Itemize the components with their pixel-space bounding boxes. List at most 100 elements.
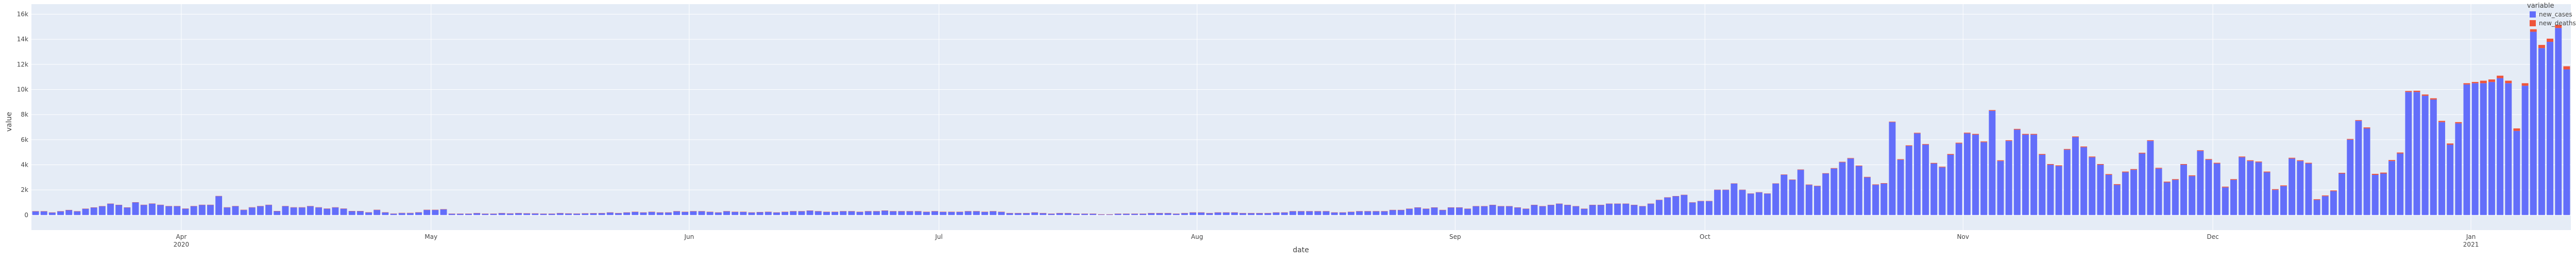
- bar-new-cases: [1114, 214, 1122, 215]
- y-tick-label: 2k: [21, 186, 28, 193]
- y-tick-label: 6k: [21, 136, 28, 143]
- bar-new-deaths: [2113, 184, 2121, 185]
- bar-new-cases: [2055, 166, 2062, 215]
- bar-new-deaths: [1639, 206, 1646, 207]
- bar-new-deaths: [1289, 211, 1296, 212]
- bar-new-cases: [1506, 206, 1513, 215]
- bar-new-deaths: [690, 211, 697, 212]
- bar-new-cases: [914, 211, 922, 215]
- bar-new-cases: [1023, 213, 1030, 215]
- bar-new-cases: [332, 207, 339, 215]
- bar-new-cases: [1597, 205, 1604, 215]
- bar-new-cases: [1248, 213, 1255, 215]
- x-tick-sublabel: 2021: [2463, 241, 2479, 248]
- bar-new-cases: [1722, 190, 1730, 215]
- bar-new-cases: [1231, 212, 1238, 215]
- bar-new-cases: [2455, 123, 2462, 215]
- bar-new-cases: [623, 212, 630, 215]
- bar-new-cases: [2230, 180, 2237, 215]
- bar-new-cases: [2347, 139, 2354, 215]
- bar-new-cases: [665, 212, 672, 215]
- bar-new-cases: [998, 212, 1005, 215]
- bar-new-cases: [357, 211, 364, 215]
- bar-new-cases: [598, 213, 605, 215]
- bar-new-deaths: [898, 211, 905, 212]
- bar-new-deaths: [2505, 80, 2512, 84]
- bar-new-cases: [1972, 135, 1979, 215]
- bar-new-deaths: [2363, 127, 2370, 128]
- bar-new-cases: [1372, 211, 1380, 215]
- bar-new-cases: [765, 212, 772, 215]
- bar-new-deaths: [2530, 29, 2537, 32]
- x-tick-label: Oct: [1700, 233, 1710, 240]
- bar-new-cases: [523, 213, 531, 215]
- bar-new-cases: [1731, 183, 1738, 215]
- bar-new-cases: [856, 212, 863, 215]
- bar-new-cases: [1714, 190, 1721, 215]
- bar-new-cases: [340, 208, 347, 215]
- bar-new-deaths: [1464, 208, 1471, 209]
- bar-new-cases: [1239, 213, 1246, 215]
- bar-new-cases: [348, 211, 355, 215]
- bar-new-cases: [2563, 69, 2570, 215]
- bar-new-cases: [873, 211, 880, 215]
- bar-new-cases: [2247, 161, 2254, 215]
- bar-new-cases: [1789, 180, 1796, 215]
- bar-new-cases: [2289, 158, 2296, 215]
- bar-new-deaths: [415, 212, 422, 213]
- x-tick-label: Dec: [2207, 233, 2218, 240]
- bar-new-cases: [2488, 82, 2495, 215]
- bar-new-cases: [1622, 203, 1630, 215]
- bar-new-deaths: [1880, 183, 1888, 184]
- bar-new-deaths: [615, 213, 622, 214]
- bar-new-cases: [1989, 110, 1996, 215]
- bar-new-cases: [1481, 206, 1488, 215]
- bar-new-cases: [2371, 174, 2379, 215]
- bar-new-cases: [548, 214, 555, 215]
- bar-new-cases: [590, 213, 597, 215]
- bar-new-cases: [823, 212, 830, 215]
- bar-new-cases: [2147, 141, 2154, 215]
- bar-new-cases: [2380, 173, 2387, 215]
- bar-new-deaths: [1406, 208, 1413, 209]
- bar-new-deaths: [1697, 201, 1704, 202]
- bar-new-cases: [2413, 92, 2420, 215]
- bar-new-cases: [157, 205, 164, 215]
- legend: variable new_cases new_deaths: [2527, 2, 2576, 27]
- bar-new-deaths: [1064, 213, 1072, 214]
- bar-new-deaths: [2213, 163, 2221, 164]
- bar-new-deaths: [357, 211, 364, 212]
- bar-new-deaths: [2089, 156, 2096, 157]
- bar-new-cases: [615, 213, 622, 215]
- bar-new-cases: [406, 213, 414, 215]
- bar-new-deaths: [582, 213, 589, 214]
- bar-new-cases: [1006, 213, 1013, 215]
- bar-new-cases: [865, 211, 872, 215]
- bar-new-cases: [115, 205, 123, 215]
- bar-new-deaths: [1797, 169, 1804, 170]
- bar-new-cases: [940, 212, 947, 215]
- bar-new-deaths: [1897, 159, 1904, 160]
- bar-new-cases: [2497, 78, 2504, 215]
- bar-new-cases: [656, 212, 664, 215]
- bar-new-deaths: [2380, 172, 2387, 174]
- bar-new-cases: [1173, 214, 1180, 215]
- bar-new-cases: [2421, 95, 2429, 215]
- bar-new-deaths: [964, 211, 972, 212]
- bars-layer: [32, 25, 2570, 215]
- bar-new-cases: [582, 213, 589, 215]
- x-tick-label: Aug: [1191, 233, 1203, 240]
- bar-new-deaths: [348, 211, 355, 212]
- bar-new-cases: [1814, 186, 1821, 215]
- bar-new-cases: [956, 212, 963, 215]
- bar-new-cases: [2139, 153, 2146, 215]
- bar-new-deaths: [2305, 163, 2312, 164]
- bar-new-cases: [1539, 206, 1546, 215]
- bar-new-cases: [1581, 208, 1588, 215]
- bar-new-deaths: [2397, 152, 2404, 154]
- bar-new-deaths: [1098, 214, 1105, 215]
- bar-new-cases: [2089, 157, 2096, 215]
- bar-new-deaths: [2055, 165, 2062, 166]
- bar-new-cases: [2180, 165, 2187, 215]
